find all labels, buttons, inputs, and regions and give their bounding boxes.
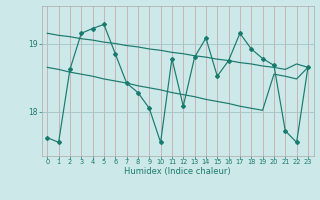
X-axis label: Humidex (Indice chaleur): Humidex (Indice chaleur) [124,167,231,176]
